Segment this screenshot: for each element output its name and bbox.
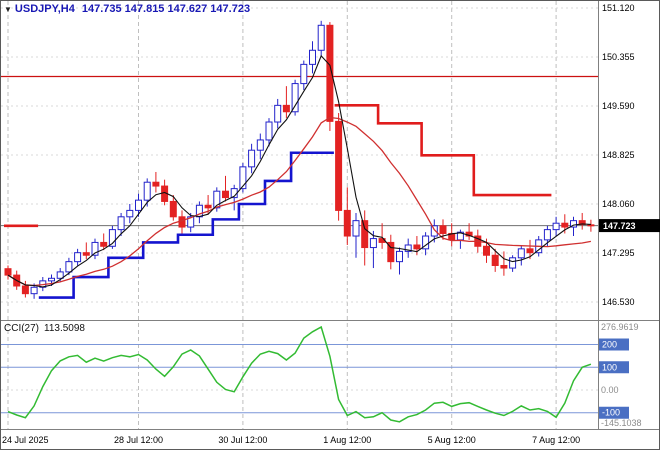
svg-text:-100: -100 (602, 408, 620, 418)
svg-text:147.723: 147.723 (603, 221, 636, 231)
svg-text:149.590: 149.590 (602, 101, 635, 111)
svg-text:24 Jul 2025: 24 Jul 2025 (2, 435, 49, 445)
svg-text:146.530: 146.530 (602, 297, 635, 307)
svg-text:28 Jul 12:00: 28 Jul 12:00 (114, 435, 163, 445)
svg-text:200: 200 (602, 340, 617, 350)
svg-text:1 Aug 12:00: 1 Aug 12:00 (323, 435, 371, 445)
svg-text:7 Aug 12:00: 7 Aug 12:00 (532, 435, 580, 445)
svg-text:100: 100 (602, 362, 617, 372)
svg-text:148.825: 148.825 (602, 150, 635, 160)
svg-text:0.00: 0.00 (601, 385, 619, 395)
svg-text:150.355: 150.355 (602, 52, 635, 62)
svg-text:148.060: 148.060 (602, 199, 635, 209)
svg-text:30 Jul 12:00: 30 Jul 12:00 (218, 435, 267, 445)
svg-text:5 Aug 12:00: 5 Aug 12:00 (428, 435, 476, 445)
svg-text:-145.1038: -145.1038 (601, 418, 642, 428)
svg-text:276.9619: 276.9619 (601, 322, 639, 332)
symbol-dropdown-icon[interactable]: ▼ (4, 5, 12, 14)
svg-text:147.295: 147.295 (602, 248, 635, 258)
svg-text:151.120: 151.120 (602, 3, 635, 13)
